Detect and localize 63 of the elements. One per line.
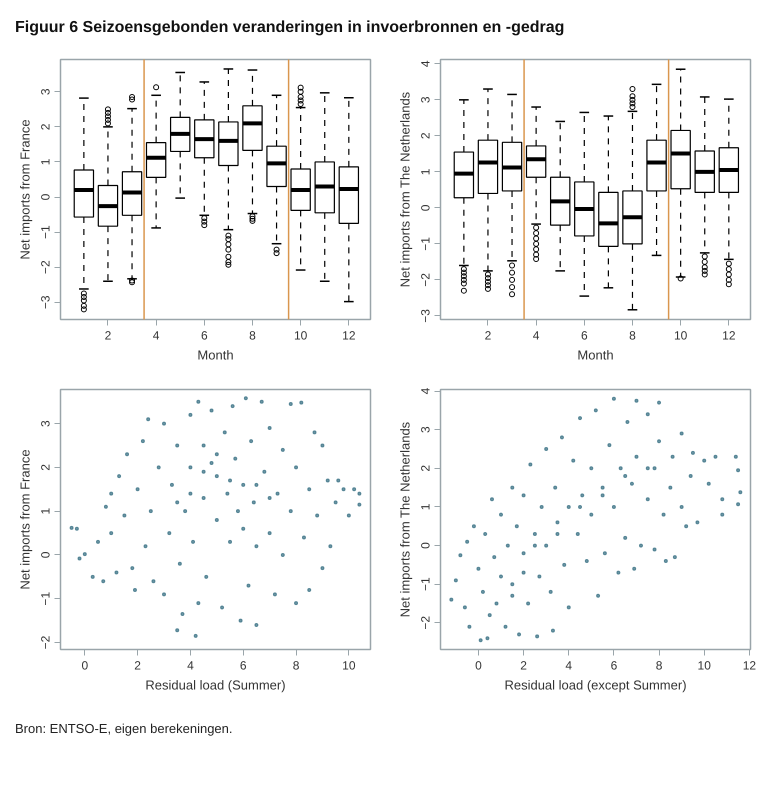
y-tick-label: 0 [38, 193, 52, 200]
x-tick-label: 2 [520, 658, 528, 672]
x-tick-label: 2 [484, 328, 492, 342]
x-tick-label: 8 [656, 658, 663, 672]
x-tick-label: 4 [152, 328, 160, 342]
y-tick-label: 3 [418, 426, 432, 433]
chart-title: Figuur 6 Seizoensgebonden veranderingen in invoerbronnen en -gedrag [15, 19, 564, 36]
x-tick-label: 8 [249, 328, 256, 342]
x-tick-label: 12 [342, 328, 356, 342]
x-tick-label: 0 [81, 658, 88, 672]
x-tick-label: 6 [200, 328, 208, 342]
y-tick-label: 2 [418, 132, 432, 140]
x-tick-label: 6 [580, 328, 588, 342]
y-tick-label: −2 [418, 616, 432, 630]
x-tick-label: 10 [342, 658, 356, 672]
y-tick-label: 2 [418, 464, 432, 472]
y-tick-label: 0 [418, 542, 432, 549]
y-tick-label: −2 [38, 635, 52, 650]
y-tick-label: −2 [38, 260, 52, 274]
y-tick-label: 4 [418, 60, 432, 67]
y-tick-label: 4 [418, 387, 432, 394]
text: Bron: ENTSO-E, eigen berekeningen. [15, 720, 233, 738]
y-tick-label: −2 [418, 272, 432, 287]
y-tick-label: 3 [418, 96, 432, 104]
x-tick-label: 12 [722, 328, 736, 342]
y-axis-title: Net imports from France [18, 449, 32, 590]
y-axis-title: Net imports from The Netherlands [398, 421, 412, 618]
y-tick-label: 1 [38, 507, 52, 514]
y-tick-label: −1 [38, 224, 52, 239]
x-tick-label: 4 [565, 658, 572, 672]
y-tick-label: 1 [418, 168, 432, 176]
y-tick-label: 2 [38, 464, 52, 471]
x-tick-label: 6 [610, 658, 618, 672]
x-tick-label: 8 [292, 658, 300, 672]
y-tick-label: 2 [38, 123, 52, 130]
x-tick-label: 10 [294, 328, 308, 342]
x-axis-title: Residual load (Summer) [145, 677, 286, 692]
y-axis-title: Net imports from The Netherlands [398, 91, 412, 288]
y-axis-title: Net imports from France [18, 119, 32, 260]
x-axis-title: Month [577, 347, 614, 362]
x-tick-label: 2 [104, 328, 112, 342]
x-tick-label: 2 [134, 658, 142, 672]
x-tick-label: 4 [532, 328, 540, 342]
y-tick-label: −1 [38, 591, 52, 606]
x-tick-label: 10 [674, 328, 688, 342]
y-tick-label: 3 [38, 88, 52, 95]
y-tick-label: 1 [38, 158, 52, 166]
y-tick-label: −3 [418, 308, 432, 323]
x-axis-title: Month [197, 347, 234, 362]
y-tick-label: −1 [418, 576, 432, 591]
x-tick-label: 12 [742, 658, 756, 672]
x-tick-label: 6 [240, 658, 247, 672]
x-tick-label: 10 [698, 658, 712, 672]
y-tick-label: 0 [38, 551, 52, 558]
x-tick-label: 0 [475, 658, 482, 672]
y-tick-label: 3 [38, 420, 52, 427]
x-axis-title: Residual load (except Summer) [504, 677, 687, 692]
x-tick-label: 8 [629, 328, 636, 342]
y-tick-label: −1 [418, 236, 432, 251]
y-tick-label: −3 [38, 294, 52, 309]
y-tick-label: 0 [418, 204, 432, 212]
y-tick-label: 1 [418, 503, 432, 510]
x-tick-label: 4 [187, 658, 194, 672]
